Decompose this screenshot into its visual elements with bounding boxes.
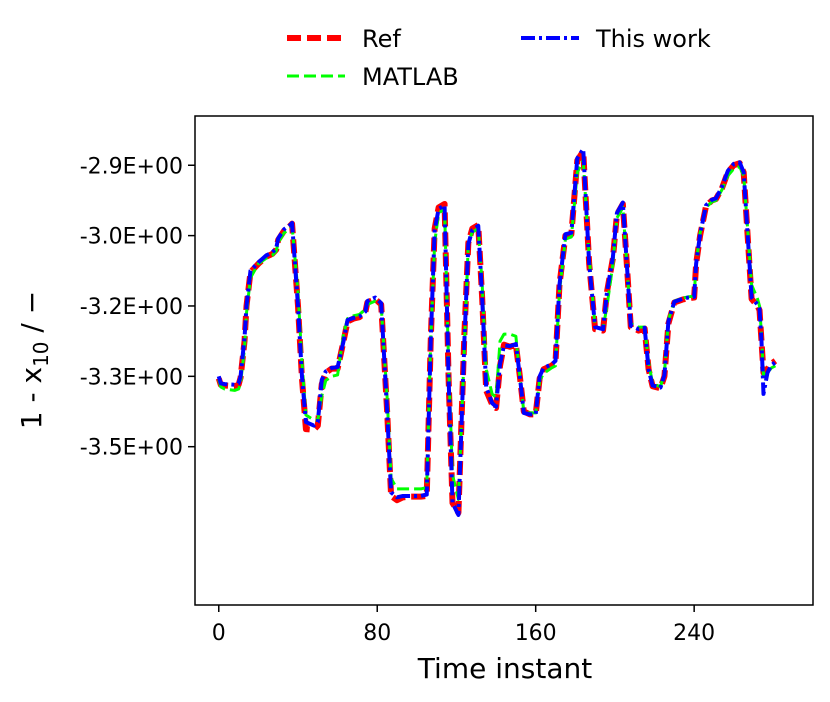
y-tick-label: -3.3E+00 bbox=[80, 365, 183, 390]
y-tick-label: -2.9E+00 bbox=[80, 154, 183, 179]
x-tick-label: 240 bbox=[673, 621, 715, 646]
legend-label-this-work: This work bbox=[595, 25, 711, 53]
x-tick-label: 160 bbox=[515, 621, 557, 646]
x-axis-label: Time instant bbox=[417, 652, 592, 685]
x-tick-label: 80 bbox=[363, 621, 391, 646]
y-tick-label: -3.2E+00 bbox=[80, 295, 183, 320]
x-tick-label: 0 bbox=[212, 621, 226, 646]
y-axis-label-subscript: 10 bbox=[29, 341, 53, 366]
legend-label-ref: Ref bbox=[362, 25, 401, 53]
series-lines bbox=[215, 147, 778, 517]
y-axis-label-tail: / − bbox=[15, 291, 48, 342]
legend-label-matlab: MATLAB bbox=[362, 63, 459, 91]
plot-frame bbox=[194, 115, 814, 606]
series-line-ref bbox=[215, 148, 778, 516]
y-tick-label: -3.0E+00 bbox=[80, 225, 183, 250]
series-line-this-work bbox=[216, 147, 777, 517]
y-axis-label-main: 1 - x bbox=[15, 367, 48, 429]
legend: Ref MATLAB This work bbox=[287, 25, 711, 91]
x-axis: 0 80 160 240 bbox=[212, 605, 715, 646]
y-axis: -2.9E+00 -3.0E+00 -3.2E+00 -3.3E+00 -3.5E+00 bbox=[80, 154, 195, 461]
y-tick-label: -3.5E+00 bbox=[80, 436, 183, 461]
y-axis-label: 1 - x10 / − bbox=[15, 291, 53, 429]
